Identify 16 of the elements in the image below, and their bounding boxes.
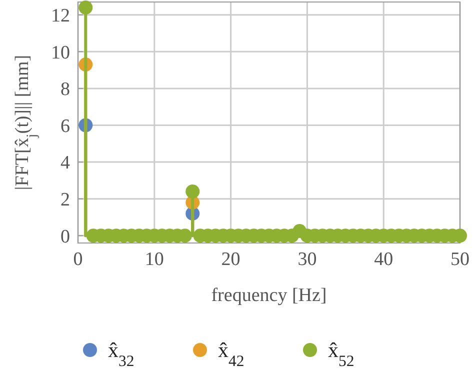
y-tick-label: 6 (60, 116, 70, 137)
y-tick-label: 0 (60, 226, 70, 248)
y-tick-label: 12 (51, 6, 70, 27)
x-tick-label: 40 (374, 249, 394, 270)
y-tick-label: 10 (51, 42, 70, 64)
y-tick-label: 8 (60, 79, 70, 100)
y-tick-label: 4 (60, 152, 70, 174)
x-tick-label: 10 (144, 249, 164, 270)
legend-label: x̂$_{42}$ (218, 338, 244, 370)
x-tick-label: 20 (221, 249, 240, 270)
legend-label: x̂$_{32}$ (108, 338, 134, 370)
legend-label: x̂$_{52}$ (328, 338, 354, 370)
x-tick-label: 50 (450, 249, 470, 270)
x-tick-label: 30 (298, 249, 317, 270)
y-tick-label: 2 (60, 189, 70, 210)
x-axis-title: frequency [Hz] (211, 285, 327, 306)
